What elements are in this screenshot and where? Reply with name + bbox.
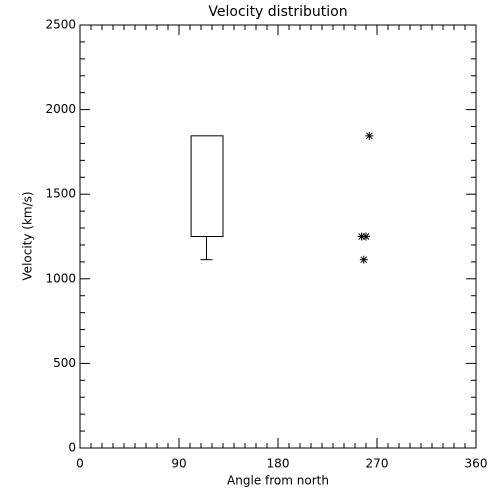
y-tick-label: 2000: [45, 102, 76, 116]
y-tick-label: 0: [68, 441, 76, 455]
y-tick-label: 500: [53, 356, 76, 370]
y-tick-label: 1500: [45, 187, 76, 201]
chart-title: Velocity distribution: [208, 4, 347, 20]
point: [359, 255, 368, 264]
y-tick-label: 1000: [45, 271, 76, 285]
box: [190, 135, 224, 238]
x-axis-label: Angle from north: [227, 474, 329, 488]
point: [357, 232, 366, 241]
y-tick-label: 2500: [45, 18, 76, 32]
x-tick-label: 180: [267, 457, 290, 471]
plot-frame: [79, 24, 477, 449]
x-tick-label: 90: [171, 457, 186, 471]
x-tick-label: 0: [76, 457, 84, 471]
y-axis-label: Velocity (km/s): [21, 191, 35, 280]
x-tick-label: 360: [465, 457, 488, 471]
x-tick-label: 270: [366, 457, 389, 471]
point: [362, 232, 370, 241]
point: [365, 131, 374, 140]
